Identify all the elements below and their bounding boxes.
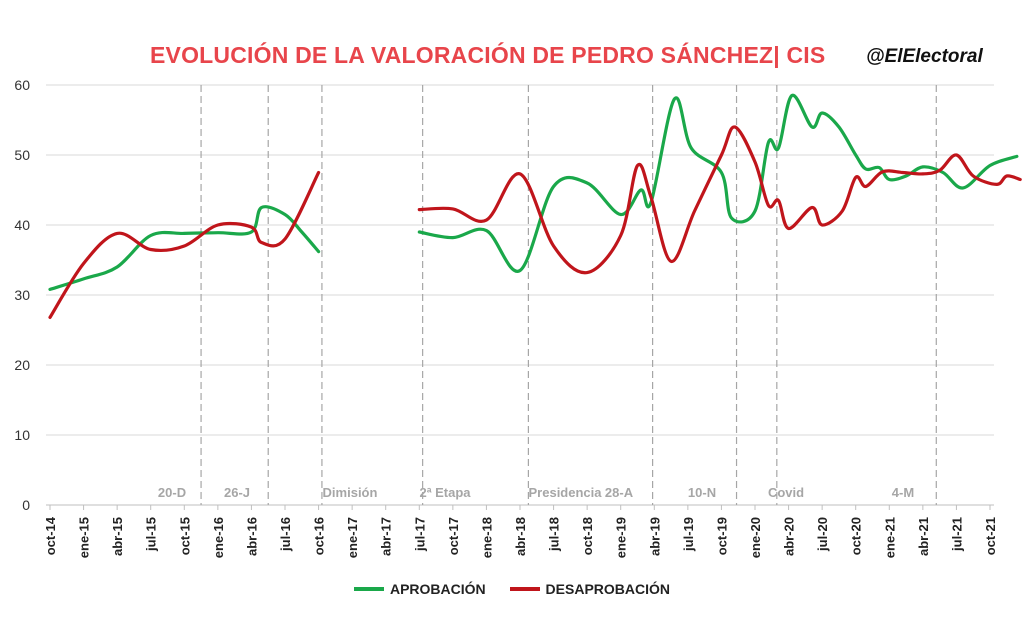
x-tick-label: ene-18 xyxy=(479,517,494,558)
x-tick-label: ene-21 xyxy=(882,517,897,558)
event-label: Dimisión xyxy=(323,485,378,500)
x-tick-label: oct-21 xyxy=(983,517,998,555)
legend-swatch-desaprobacion xyxy=(509,587,540,591)
y-tick-label: 40 xyxy=(14,217,30,233)
y-tick-label: 30 xyxy=(14,287,30,303)
y-tick-label: 0 xyxy=(22,497,30,513)
legend-swatch-aprobacion xyxy=(353,587,384,591)
x-tick-label: abr-17 xyxy=(379,517,394,556)
event-label: 20-D xyxy=(158,485,186,500)
x-tick-label: abr-19 xyxy=(647,517,662,556)
event-label: Presidencia xyxy=(529,485,603,500)
x-axis: oct-14 ene-15 abr-15 jul-15 oct-15 ene-16 abr-… xyxy=(43,505,998,558)
series-line-aprobacion xyxy=(417,93,1019,273)
event-label: 2ª Etapa xyxy=(419,485,471,500)
legend-label-aprobacion: APROBACIÓN xyxy=(389,581,486,597)
legend-item-aprobacion: APROBACIÓN xyxy=(353,581,486,597)
series-line-aprobacion xyxy=(48,205,321,291)
x-tick-label: jul-18 xyxy=(547,517,562,552)
y-tick-label: 10 xyxy=(14,427,30,443)
x-tick-label: ene-19 xyxy=(614,517,629,558)
x-tick-label: oct-17 xyxy=(446,517,461,555)
x-tick-label: ene-17 xyxy=(345,517,360,558)
series-line-desaprobacion xyxy=(48,170,321,319)
y-tick-label: 20 xyxy=(14,357,30,373)
x-tick-label: jul-15 xyxy=(144,517,159,552)
x-tick-label: jul-19 xyxy=(681,517,696,552)
x-tick-label: jul-16 xyxy=(278,517,293,552)
series-lines xyxy=(48,93,1022,319)
event-label: 10-N xyxy=(688,485,716,500)
x-tick-label: abr-15 xyxy=(110,517,125,556)
x-tick-label: oct-14 xyxy=(43,516,58,555)
y-axis: 0 10 20 30 40 50 60 xyxy=(14,77,30,513)
x-tick-label: jul-20 xyxy=(815,517,830,552)
y-tick-label: 50 xyxy=(14,147,30,163)
gridlines xyxy=(46,84,994,506)
x-tick-label: abr-21 xyxy=(916,517,931,556)
series-line-desaprobacion xyxy=(417,125,1022,275)
chart-title: EVOLUCIÓN DE LA VALORACIÓN DE PEDRO SÁNC… xyxy=(150,42,826,68)
y-tick-label: 60 xyxy=(14,77,30,93)
x-tick-label: abr-16 xyxy=(244,517,259,556)
legend-item-desaprobacion: DESAPROBACIÓN xyxy=(509,581,671,597)
event-label: 28-A xyxy=(605,485,634,500)
event-label: Covid xyxy=(768,485,804,500)
x-tick-label: abr-18 xyxy=(513,517,528,556)
legend: APROBACIÓN DESAPROBACIÓN xyxy=(0,578,1024,597)
x-tick-label: oct-15 xyxy=(177,517,192,555)
x-tick-label: oct-18 xyxy=(580,517,595,555)
x-tick-label: ene-16 xyxy=(211,517,226,558)
x-tick-label: oct-19 xyxy=(714,517,729,555)
source-handle: @ElElectoral xyxy=(866,46,983,67)
x-tick-label: abr-20 xyxy=(782,517,797,556)
event-markers: 20-D 26-J Dimisión 2ª Etapa Presidencia 28-A 1… xyxy=(158,85,937,505)
x-tick-label: jul-21 xyxy=(949,517,964,552)
x-tick-label: oct-20 xyxy=(849,517,864,555)
x-tick-label: oct-16 xyxy=(312,517,327,555)
legend-label-desaprobacion: DESAPROBACIÓN xyxy=(545,581,671,597)
event-label: 26-J xyxy=(224,485,250,500)
x-tick-label: ene-15 xyxy=(77,517,92,558)
x-tick-label: jul-17 xyxy=(412,517,427,552)
x-tick-label: ene-20 xyxy=(748,517,763,558)
event-label: 4-M xyxy=(892,485,914,500)
